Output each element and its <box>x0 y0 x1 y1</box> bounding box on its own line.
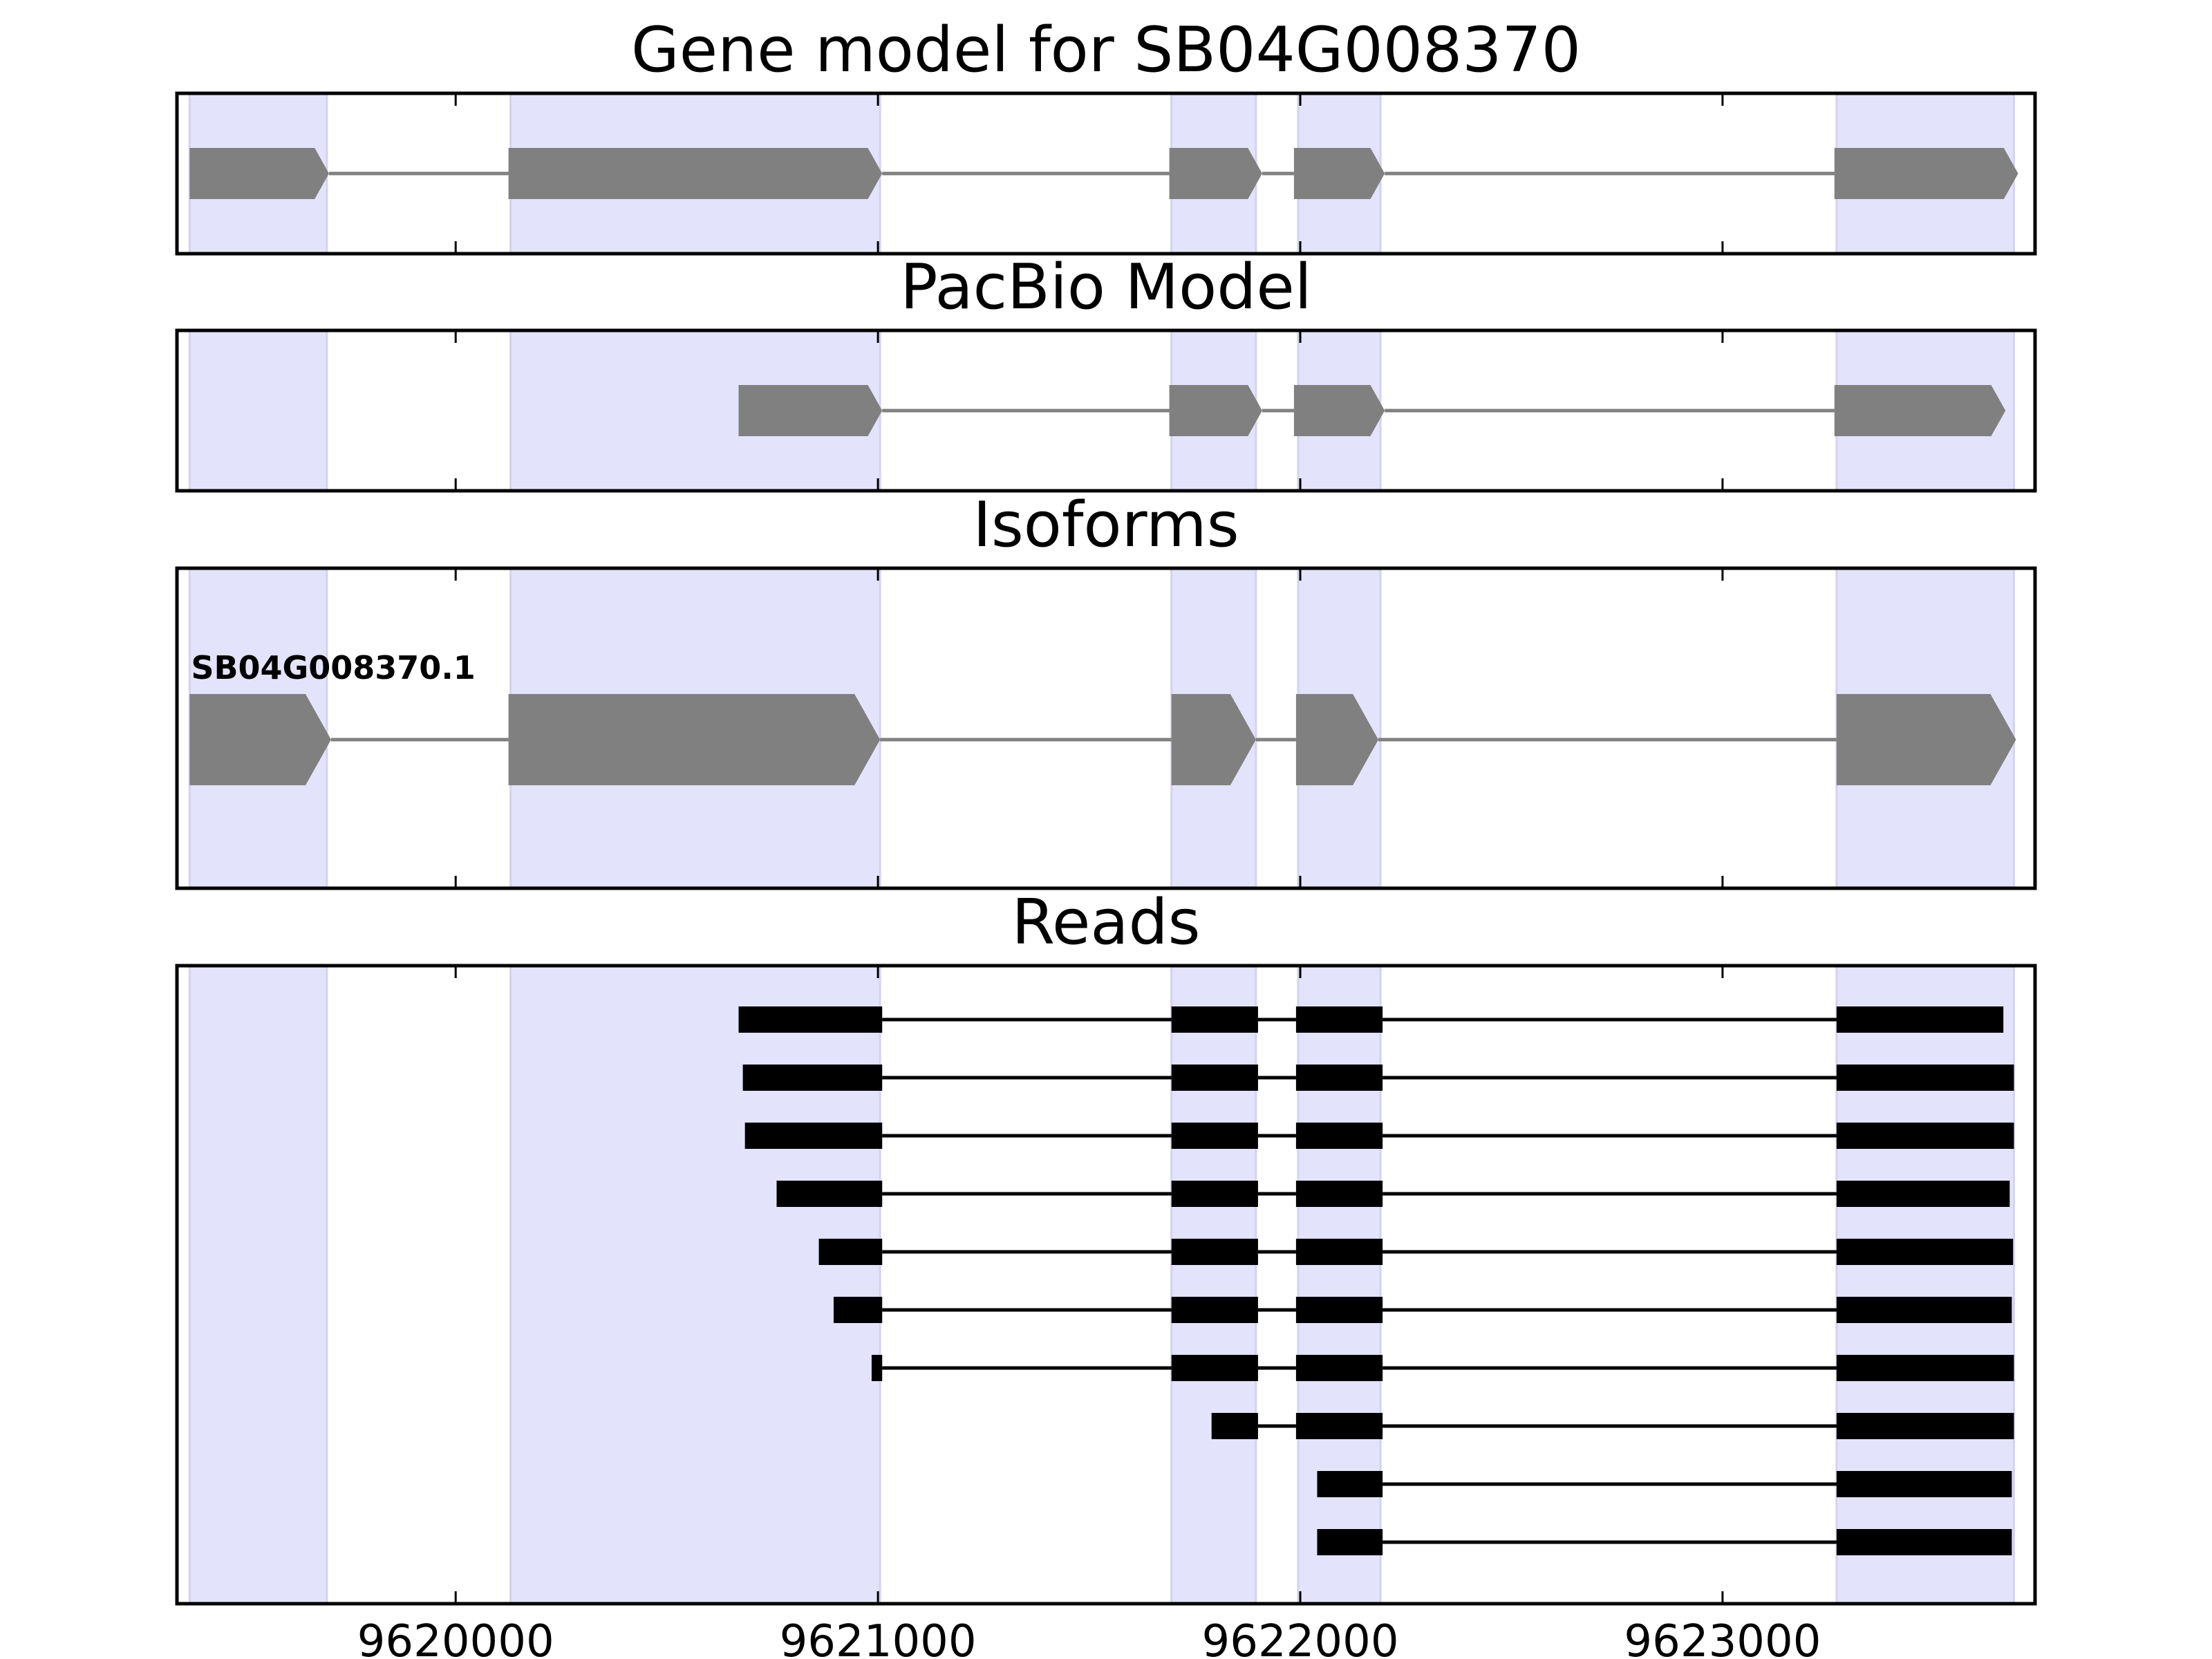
read-exon-block <box>1836 1529 2012 1555</box>
exon-block <box>1169 148 1262 199</box>
read-exon-block <box>1295 1065 1383 1091</box>
read-exon-block <box>1836 1297 2012 1323</box>
read-exon-block <box>871 1355 883 1381</box>
read-exon-block <box>1171 1006 1258 1033</box>
read-exon-block <box>1836 1181 2010 1207</box>
read-exon-block <box>1295 1413 1383 1439</box>
read-exon-block <box>1317 1529 1383 1555</box>
panel-frame <box>175 328 2037 493</box>
read-exon-block <box>1295 1297 1383 1323</box>
exon-region-band <box>509 964 881 1605</box>
read-exon-block <box>1836 1065 2014 1091</box>
panel-title: Reads <box>1011 886 1200 959</box>
read-exon-block <box>1171 1065 1258 1091</box>
exon-block <box>1834 148 2018 199</box>
read-exon-block <box>1171 1123 1258 1149</box>
x-tick-label: 9620000 <box>357 1616 554 1659</box>
read-exon-block <box>742 1065 883 1091</box>
read-exon-block <box>1836 1123 2014 1149</box>
exon-block <box>1171 694 1256 785</box>
panel-title: Gene model for SB04G008370 <box>631 14 1581 86</box>
panel-title: Isoforms <box>973 489 1239 561</box>
read-exon-block <box>1171 1239 1258 1265</box>
exon-block <box>189 148 329 199</box>
exon-block <box>738 385 883 436</box>
read-exon-block <box>1295 1123 1383 1149</box>
exon-block <box>1169 385 1262 436</box>
isoform-label: SB04G008370.1 <box>191 649 475 686</box>
exon-region-band <box>188 964 328 1605</box>
panel-title: PacBio Model <box>900 251 1312 324</box>
exon-block <box>1295 694 1378 785</box>
read-exon-block <box>1836 1413 2014 1439</box>
panel-frame <box>175 91 2037 256</box>
read-exon-block <box>1836 1355 2014 1381</box>
exon-block <box>1293 385 1385 436</box>
x-tick-label: 9622000 <box>1202 1616 1399 1659</box>
read-exon-block <box>744 1123 883 1149</box>
exon-region-band <box>1297 964 1382 1605</box>
read-exon-block <box>1211 1413 1258 1439</box>
exon-region-band <box>1835 964 2015 1605</box>
panel-frame <box>175 964 2037 1606</box>
read-exon-block <box>1317 1471 1383 1497</box>
read-exon-block <box>1836 1471 2012 1497</box>
exon-block <box>508 148 883 199</box>
read-exon-block <box>1295 1239 1383 1265</box>
exon-block <box>508 694 881 785</box>
read-exon-block <box>1171 1355 1258 1381</box>
exon-block <box>1836 694 2016 785</box>
read-exon-block <box>818 1239 883 1265</box>
read-exon-block <box>1295 1006 1383 1033</box>
exon-block <box>189 694 331 785</box>
read-exon-block <box>1171 1297 1258 1323</box>
read-exon-block <box>1171 1181 1258 1207</box>
exon-region-band <box>1170 964 1257 1605</box>
x-tick-label: 9623000 <box>1624 1616 1821 1659</box>
panel-frame <box>175 566 2037 890</box>
read-exon-block <box>1836 1006 2004 1033</box>
read-exon-block <box>738 1006 883 1033</box>
exon-block <box>1834 385 2006 436</box>
exon-region-band <box>188 329 328 492</box>
x-tick-label: 9621000 <box>780 1616 977 1659</box>
read-exon-block <box>1836 1239 2014 1265</box>
read-exon-block <box>1295 1355 1383 1381</box>
read-exon-block <box>1295 1181 1383 1207</box>
read-exon-block <box>776 1181 883 1207</box>
exon-block <box>1293 148 1385 199</box>
read-exon-block <box>833 1297 883 1323</box>
